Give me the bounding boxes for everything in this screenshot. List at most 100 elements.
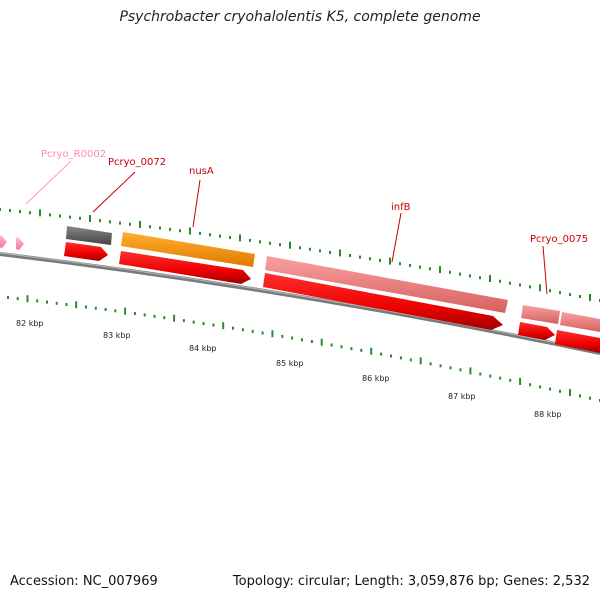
minor-tick [310, 340, 313, 343]
rna-feature[interactable] [16, 237, 24, 250]
minor-tick [94, 306, 97, 310]
major-tick [139, 221, 141, 228]
minor-tick [429, 362, 432, 366]
minor-tick [114, 309, 117, 313]
gene-salmon-right[interactable] [560, 312, 600, 332]
minor-tick [509, 378, 512, 382]
minor-tick [519, 283, 521, 287]
minor-tick [281, 334, 284, 338]
minor-tick [251, 329, 254, 333]
minor-tick [159, 226, 161, 230]
minor-tick [29, 211, 31, 215]
kbp-label: 85 kbp [276, 359, 304, 368]
gene-Pcryo_0072-pseudo[interactable] [66, 226, 112, 245]
minor-tick [559, 291, 561, 295]
rna-feature[interactable] [0, 234, 7, 248]
minor-tick [340, 345, 343, 349]
minor-tick [589, 396, 591, 400]
minor-tick [46, 300, 48, 304]
minor-tick [59, 214, 61, 218]
gene-label-nusA[interactable]: nusA [189, 166, 214, 177]
minor-tick [359, 255, 361, 259]
minor-tick [409, 263, 411, 267]
minor-tick [489, 374, 492, 378]
major-tick [320, 338, 323, 346]
minor-tick [399, 262, 401, 266]
minor-tick [439, 364, 442, 368]
gene-nusA[interactable] [121, 232, 255, 267]
minor-tick [143, 313, 146, 317]
cds-arrow[interactable] [119, 251, 251, 284]
major-tick [75, 301, 78, 309]
minor-tick [419, 265, 421, 269]
kbp-label: 82 kbp [16, 319, 44, 328]
minor-tick [55, 301, 58, 305]
major-tick [569, 389, 571, 397]
genome-backbone [0, 252, 600, 355]
minor-tick [279, 243, 281, 247]
minor-tick [499, 376, 502, 380]
minor-tick [16, 297, 19, 301]
minor-tick [299, 246, 301, 250]
cds-arrow[interactable] [518, 322, 555, 340]
cds-arrow[interactable] [64, 242, 108, 261]
minor-tick [301, 338, 303, 342]
major-tick [239, 234, 241, 242]
gene-Pcryo_0075[interactable] [521, 305, 560, 324]
minor-tick [49, 213, 51, 217]
minor-tick [153, 314, 156, 318]
minor-tick [69, 215, 71, 219]
kbp-label: 88 kbp [534, 410, 562, 419]
minor-tick [459, 368, 462, 372]
minor-tick [104, 308, 107, 311]
major-tick [339, 249, 341, 257]
minor-tick [509, 281, 511, 285]
minor-tick [429, 267, 431, 271]
kbp-label: 84 kbp [189, 344, 217, 353]
minor-tick [269, 241, 271, 245]
minor-tick [569, 293, 571, 297]
leader-line [542, 245, 548, 295]
minor-tick [469, 274, 471, 278]
kbp-label: 87 kbp [448, 392, 476, 401]
minor-tick [390, 354, 392, 358]
minor-tick [539, 385, 542, 389]
major-tick [539, 284, 541, 292]
major-tick [289, 241, 291, 249]
minor-tick [149, 225, 151, 229]
minor-tick [0, 208, 1, 211]
minor-tick [529, 383, 532, 387]
major-tick [419, 357, 422, 365]
minor-tick [330, 343, 333, 347]
minor-tick [369, 257, 371, 261]
cds-arrow[interactable] [263, 273, 503, 330]
minor-tick [212, 323, 215, 327]
minor-tick [19, 210, 21, 214]
minor-tick [399, 356, 402, 360]
gene-label-infB[interactable]: infB [391, 202, 411, 213]
major-tick [489, 275, 491, 282]
minor-tick [79, 216, 81, 220]
gene-label-Pcryo_0072[interactable]: Pcryo_0072 [108, 157, 166, 168]
cds-arrow[interactable] [555, 330, 600, 353]
minor-tick [229, 236, 231, 239]
minor-tick [169, 227, 171, 231]
minor-tick [549, 387, 552, 391]
kbp-label: 86 kbp [362, 374, 390, 383]
minor-tick [380, 352, 383, 356]
major-tick [519, 378, 522, 385]
minor-tick [459, 272, 461, 276]
gene-label-Pcryo_R0002[interactable]: Pcryo_R0002 [41, 149, 106, 160]
gene-infB[interactable] [265, 256, 508, 313]
genome-stats-text: Topology: circular; Length: 3,059,876 bp… [232, 574, 590, 589]
minor-tick [499, 279, 501, 283]
minor-tick [479, 372, 482, 376]
minor-tick [241, 328, 244, 332]
minor-tick [291, 336, 294, 340]
minor-tick [409, 358, 412, 362]
minor-tick [259, 240, 261, 244]
minor-tick [65, 303, 68, 306]
minor-tick [182, 319, 185, 323]
gene-label-Pcryo_0075[interactable]: Pcryo_0075 [530, 234, 588, 245]
